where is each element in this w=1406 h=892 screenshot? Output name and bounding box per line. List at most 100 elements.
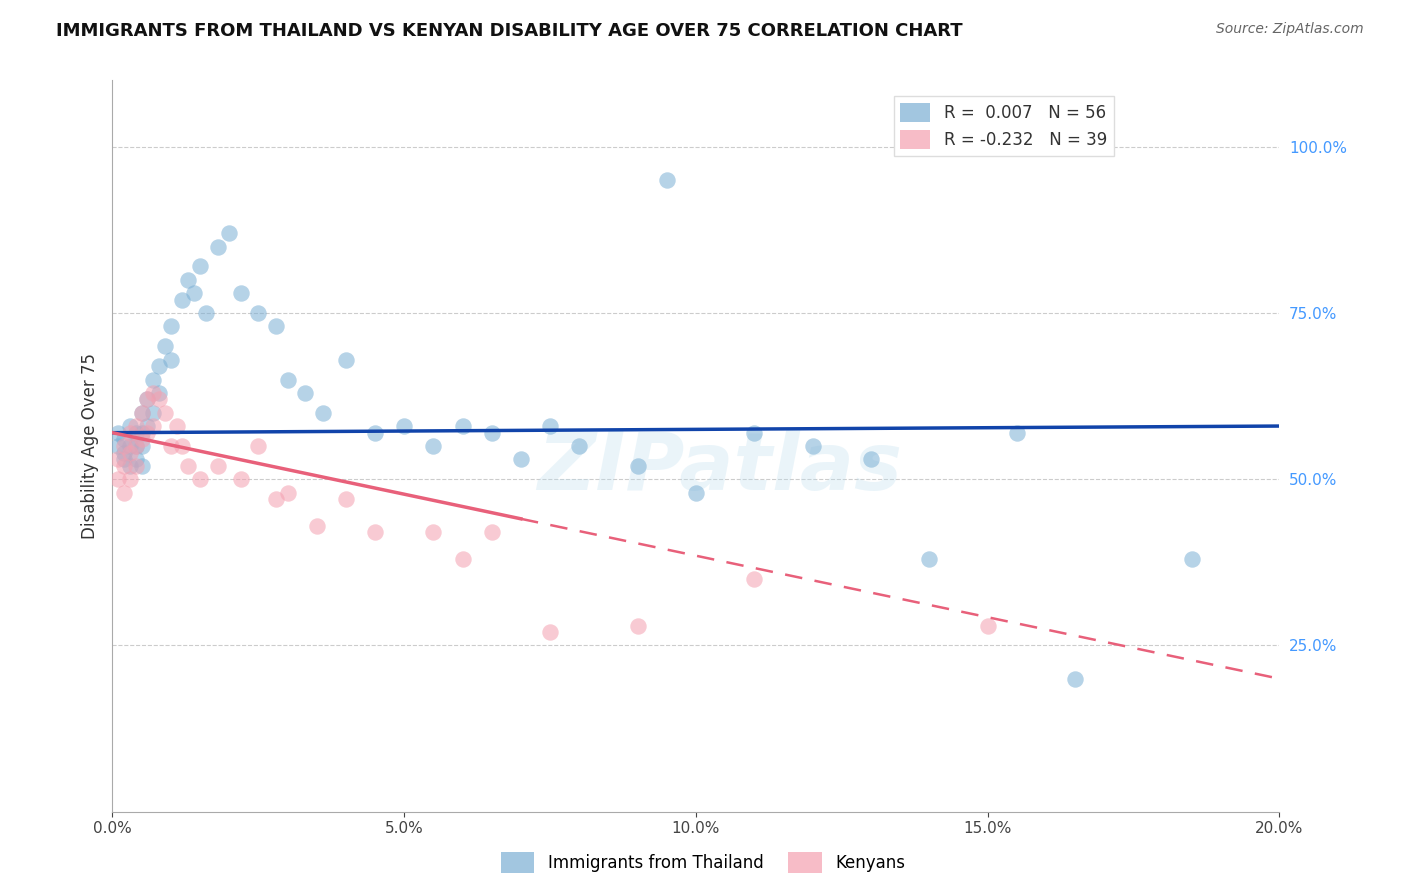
- Point: [131, 433, 153, 447]
- Text: IMMIGRANTS FROM THAILAND VS KENYAN DISABILITY AGE OVER 75 CORRELATION CHART: IMMIGRANTS FROM THAILAND VS KENYAN DISAB…: [56, 22, 963, 40]
- Point: [305, 518, 328, 533]
- Point: [172, 439, 194, 453]
- Point: [247, 439, 270, 453]
- Point: [112, 458, 135, 473]
- Point: [136, 425, 159, 440]
- Point: [627, 458, 650, 473]
- Point: [627, 618, 650, 632]
- Point: [112, 485, 135, 500]
- Point: [207, 239, 229, 253]
- Point: [131, 458, 153, 473]
- Point: [131, 425, 153, 440]
- Point: [364, 525, 387, 540]
- Point: [131, 406, 153, 420]
- Point: [148, 359, 170, 374]
- Point: [247, 306, 270, 320]
- Point: [481, 525, 503, 540]
- Point: [742, 572, 765, 586]
- Point: [207, 458, 229, 473]
- Point: [136, 392, 159, 407]
- Point: [742, 425, 765, 440]
- Point: [1181, 552, 1204, 566]
- Point: [107, 425, 129, 440]
- Point: [172, 293, 194, 307]
- Point: [276, 485, 298, 500]
- Point: [422, 439, 444, 453]
- Point: [364, 425, 387, 440]
- Point: [160, 352, 183, 367]
- Point: [131, 406, 153, 420]
- Point: [294, 385, 316, 400]
- Point: [118, 458, 141, 473]
- Point: [264, 319, 287, 334]
- Point: [107, 472, 129, 486]
- Point: [229, 472, 252, 486]
- Point: [188, 260, 211, 274]
- Point: [153, 406, 176, 420]
- Legend: Immigrants from Thailand, Kenyans: Immigrants from Thailand, Kenyans: [495, 846, 911, 880]
- Point: [229, 286, 252, 301]
- Point: [148, 392, 170, 407]
- Point: [311, 406, 333, 420]
- Point: [107, 439, 129, 453]
- Point: [481, 425, 503, 440]
- Point: [976, 618, 998, 632]
- Point: [183, 286, 205, 301]
- Point: [148, 385, 170, 400]
- Point: [335, 492, 357, 507]
- Point: [118, 445, 141, 459]
- Point: [118, 419, 141, 434]
- Point: [568, 439, 591, 453]
- Point: [142, 372, 165, 386]
- Point: [264, 492, 287, 507]
- Point: [194, 306, 217, 320]
- Y-axis label: Disability Age Over 75: Disability Age Over 75: [80, 353, 98, 539]
- Point: [160, 439, 183, 453]
- Point: [422, 525, 444, 540]
- Point: [538, 419, 561, 434]
- Text: Source: ZipAtlas.com: Source: ZipAtlas.com: [1216, 22, 1364, 37]
- Text: ZIPatlas: ZIPatlas: [537, 429, 901, 507]
- Point: [451, 552, 474, 566]
- Point: [112, 452, 135, 467]
- Point: [125, 458, 148, 473]
- Point: [801, 439, 824, 453]
- Point: [118, 425, 141, 440]
- Point: [188, 472, 211, 486]
- Point: [125, 419, 148, 434]
- Point: [131, 439, 153, 453]
- Point: [335, 352, 357, 367]
- Point: [1064, 672, 1087, 686]
- Point: [125, 439, 148, 453]
- Point: [107, 452, 129, 467]
- Point: [142, 406, 165, 420]
- Point: [509, 452, 531, 467]
- Point: [218, 226, 240, 240]
- Point: [177, 273, 200, 287]
- Point: [125, 452, 148, 467]
- Point: [655, 173, 678, 187]
- Point: [276, 372, 298, 386]
- Point: [394, 419, 416, 434]
- Point: [125, 425, 148, 440]
- Point: [685, 485, 707, 500]
- Point: [112, 439, 135, 453]
- Point: [112, 445, 135, 459]
- Point: [125, 439, 148, 453]
- Point: [160, 319, 183, 334]
- Point: [136, 419, 159, 434]
- Point: [118, 472, 141, 486]
- Point: [918, 552, 941, 566]
- Point: [136, 392, 159, 407]
- Point: [860, 452, 883, 467]
- Point: [1005, 425, 1028, 440]
- Point: [153, 339, 176, 353]
- Point: [177, 458, 200, 473]
- Point: [538, 625, 561, 640]
- Legend: R =  0.007   N = 56, R = -0.232   N = 39: R = 0.007 N = 56, R = -0.232 N = 39: [894, 96, 1114, 156]
- Point: [142, 385, 165, 400]
- Point: [142, 419, 165, 434]
- Point: [112, 433, 135, 447]
- Point: [451, 419, 474, 434]
- Point: [166, 419, 188, 434]
